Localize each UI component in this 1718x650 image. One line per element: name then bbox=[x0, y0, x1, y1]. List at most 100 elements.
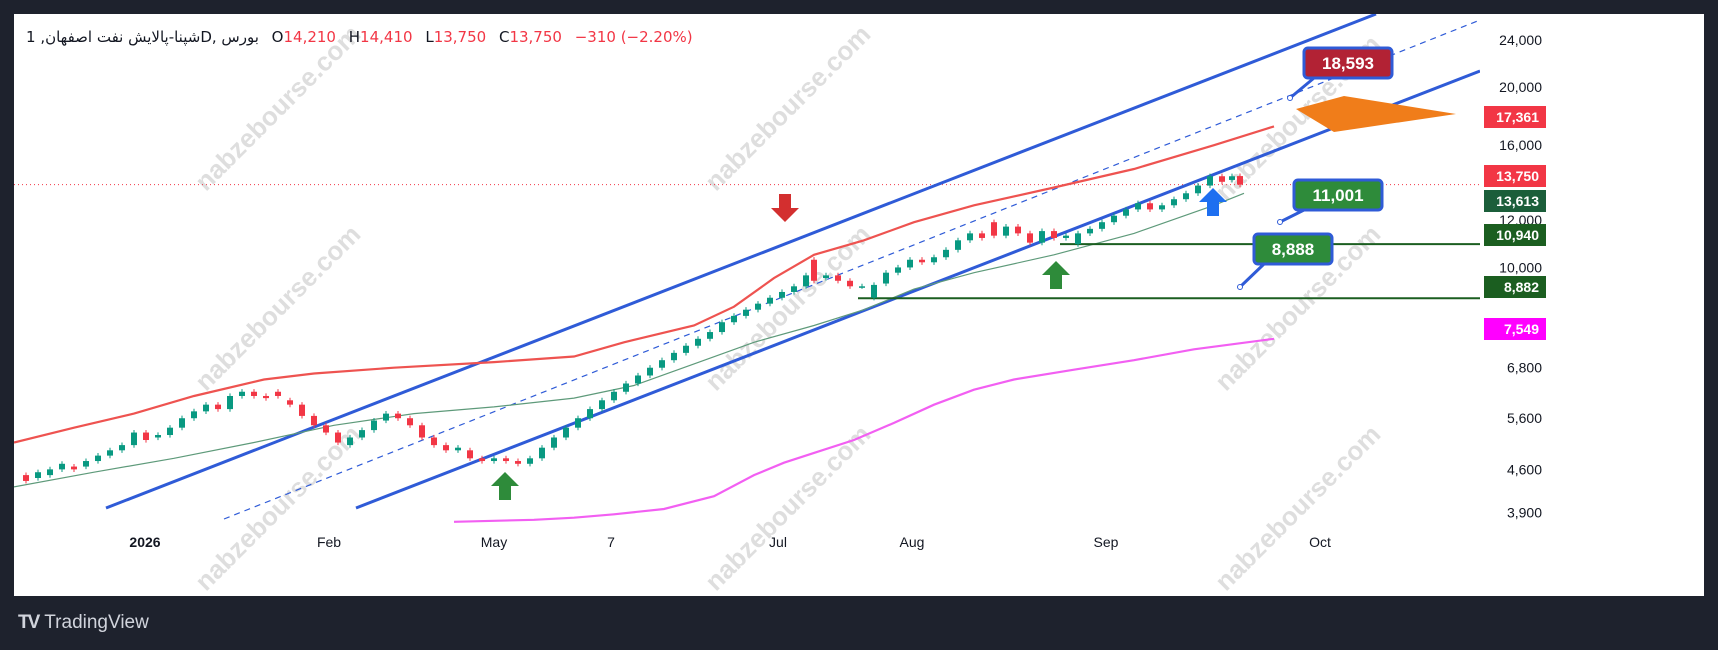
candle-body bbox=[635, 375, 641, 384]
candle-body bbox=[1195, 185, 1201, 194]
chart-panel[interactable]: nabzebourse.com nabzebourse.com nabzebours… bbox=[14, 14, 1704, 596]
candle-body bbox=[347, 437, 353, 446]
candle-body bbox=[155, 435, 161, 438]
candle-body bbox=[695, 338, 701, 346]
high-label: H bbox=[348, 28, 361, 46]
y-axis-tick-label: 24,000 bbox=[1499, 32, 1542, 48]
candle-body bbox=[107, 450, 113, 456]
tradingview-logo-icon: TV bbox=[18, 612, 40, 633]
candle-body bbox=[623, 383, 629, 392]
candle-body bbox=[407, 418, 413, 426]
candle-body bbox=[811, 259, 817, 281]
candle-body bbox=[1229, 176, 1235, 180]
price-axis-label-box bbox=[1484, 318, 1546, 340]
brand-name: TradingView bbox=[44, 612, 149, 633]
candle-body bbox=[1003, 226, 1009, 236]
candle-body bbox=[215, 404, 221, 410]
candle-body bbox=[503, 458, 509, 462]
candle-body bbox=[323, 425, 329, 433]
arrow-up-icon bbox=[1042, 261, 1070, 289]
price-axis-label: 13,613 bbox=[1496, 193, 1539, 209]
x-axis-tick-label: Oct bbox=[1309, 534, 1331, 550]
candle-body bbox=[1123, 209, 1129, 216]
price-axis-label: 17,361 bbox=[1496, 109, 1539, 125]
callout-anchor bbox=[1287, 95, 1293, 101]
candle-body bbox=[263, 395, 269, 399]
high-value: 14,410 bbox=[360, 28, 413, 46]
x-axis-tick-label: Feb bbox=[317, 534, 341, 550]
candle-body bbox=[515, 461, 521, 464]
candle-body bbox=[71, 466, 77, 470]
candle-body bbox=[47, 469, 53, 476]
candle-body bbox=[847, 280, 853, 287]
candle-body bbox=[551, 437, 557, 448]
candle-body bbox=[883, 272, 889, 284]
candle-body bbox=[1219, 176, 1225, 182]
candle-body bbox=[587, 409, 593, 419]
candle-body bbox=[1183, 193, 1189, 200]
watermark-text: nabzebourse.com bbox=[189, 419, 367, 596]
candle-body bbox=[335, 432, 341, 443]
candle-body bbox=[647, 367, 653, 376]
price-axis-label-box bbox=[1484, 276, 1546, 298]
x-axis-tick-label: Sep bbox=[1094, 534, 1119, 550]
price-axis-label-box bbox=[1484, 165, 1546, 187]
candle-body bbox=[1087, 228, 1093, 234]
footer-bar: TV TradingView bbox=[14, 596, 1704, 650]
candle-body bbox=[527, 458, 533, 464]
candle-body bbox=[919, 259, 925, 263]
arrow-down-icon bbox=[771, 194, 799, 222]
price-axis-label-box bbox=[1484, 106, 1546, 128]
series-line-pink_ma bbox=[453, 337, 1275, 523]
y-axis-tick-label: 20,000 bbox=[1499, 79, 1542, 95]
candle-body bbox=[955, 240, 961, 250]
candle-body bbox=[967, 233, 973, 241]
symbol-label: شپنا-پالایش نفت اصفهان, 1D, بورس bbox=[26, 28, 259, 46]
candle-body bbox=[659, 360, 665, 368]
candle-body bbox=[227, 395, 233, 410]
series-line-upper_band bbox=[14, 125, 1275, 444]
candle-body bbox=[287, 400, 293, 405]
candle-body bbox=[443, 445, 449, 451]
candle-body bbox=[167, 427, 173, 436]
price-axis-label: 13,750 bbox=[1496, 168, 1539, 184]
candle-body bbox=[835, 275, 841, 281]
candle-body bbox=[419, 425, 425, 438]
candle-body bbox=[719, 322, 725, 333]
tradingview-logo[interactable]: TV TradingView bbox=[18, 612, 149, 634]
candle-body bbox=[383, 413, 389, 421]
low-value: 13,750 bbox=[433, 28, 487, 46]
candle-body bbox=[491, 458, 497, 462]
candle-body bbox=[791, 286, 797, 292]
candle-body bbox=[1099, 222, 1105, 229]
watermark-text: nabzebourse.com bbox=[699, 419, 877, 596]
candle-body bbox=[311, 415, 317, 426]
y-axis-tick-label: 16,000 bbox=[1499, 137, 1542, 153]
x-axis-tick-label: Jul bbox=[769, 534, 787, 550]
arrow-left-icon bbox=[1296, 96, 1456, 132]
candle-body bbox=[431, 437, 437, 446]
candle-body bbox=[707, 332, 713, 339]
callout-pointer bbox=[1279, 208, 1305, 224]
channel-upper-line bbox=[105, 14, 1377, 510]
candle-body bbox=[371, 420, 377, 431]
price-axis-label-box bbox=[1484, 190, 1546, 212]
price-chart[interactable]: nabzebourse.com nabzebourse.com nabzebours… bbox=[14, 14, 1704, 596]
callout-label: 11,001 bbox=[1312, 186, 1363, 205]
candle-body bbox=[95, 455, 101, 462]
candle-body bbox=[943, 249, 949, 258]
candle-body bbox=[871, 284, 877, 298]
arrow-up-icon bbox=[1199, 188, 1227, 216]
candle-body bbox=[203, 404, 209, 412]
candle-body bbox=[275, 391, 281, 396]
close-label: C bbox=[498, 28, 510, 46]
candle-body bbox=[895, 267, 901, 273]
candle-body bbox=[239, 391, 245, 396]
candle-body bbox=[359, 430, 365, 438]
series-line-lower_ma bbox=[14, 192, 1245, 488]
watermark-text: nabzebourse.com bbox=[189, 219, 367, 397]
candle-body bbox=[599, 400, 605, 410]
open-label: O bbox=[271, 28, 284, 46]
candle-body bbox=[251, 391, 257, 396]
y-axis-tick-label: 4,600 bbox=[1507, 461, 1542, 477]
